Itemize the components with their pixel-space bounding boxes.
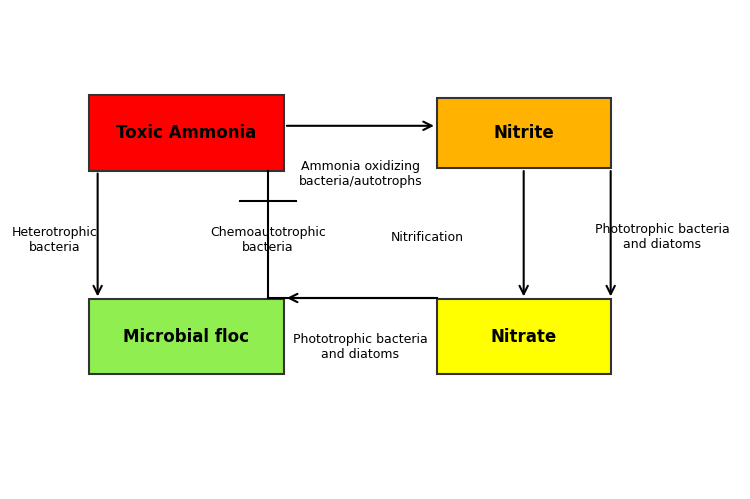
FancyBboxPatch shape [436, 98, 610, 168]
Text: Nitrification: Nitrification [390, 231, 464, 244]
Text: Microbial floc: Microbial floc [124, 328, 250, 346]
FancyBboxPatch shape [436, 299, 610, 374]
Text: Ammonia oxidizing
bacteria/autotrophs: Ammonia oxidizing bacteria/autotrophs [298, 160, 422, 188]
Text: Chemoautotrophic
bacteria: Chemoautotrophic bacteria [210, 226, 326, 254]
Text: Heterotrophic
bacteria: Heterotrophic bacteria [12, 226, 98, 254]
Text: Nitrate: Nitrate [490, 328, 556, 346]
Text: Nitrite: Nitrite [494, 124, 554, 142]
Text: Toxic Ammonia: Toxic Ammonia [116, 124, 256, 142]
FancyBboxPatch shape [88, 95, 284, 171]
Text: Phototrophic bacteria
and diatoms: Phototrophic bacteria and diatoms [293, 332, 427, 360]
FancyBboxPatch shape [88, 299, 284, 374]
Text: Phototrophic bacteria
and diatoms: Phototrophic bacteria and diatoms [595, 224, 730, 251]
